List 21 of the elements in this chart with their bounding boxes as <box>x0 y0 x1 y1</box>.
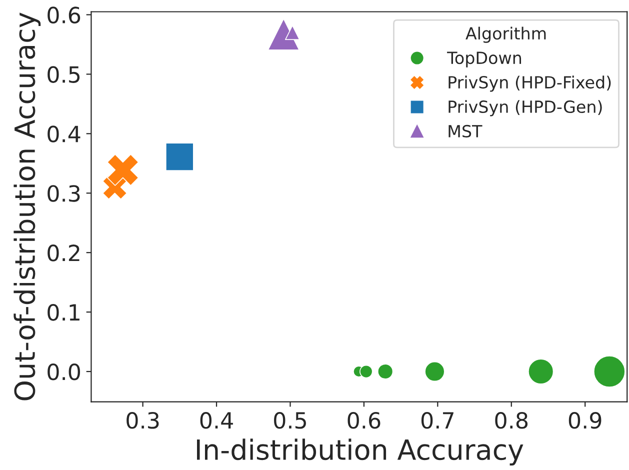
x-tick-label: 0.3 <box>126 412 159 429</box>
legend-label: PrivSyn (HPD-Gen) <box>448 100 602 116</box>
y-tick-label: 0.2 <box>48 244 80 262</box>
y-tick-label: 0.4 <box>48 126 80 142</box>
x-axis-title: In-distribution Accuracy <box>197 438 524 466</box>
y-tick-label: 0.5 <box>48 66 80 83</box>
legend-label: TopDown <box>447 52 522 68</box>
x-tick-label: 0.7 <box>421 412 454 429</box>
legend-label: MST <box>448 124 482 138</box>
x-tick-label: 0.6 <box>348 412 380 429</box>
y-axis-title: Out-of-distribution Accuracy <box>14 12 41 400</box>
legend-label: PrivSyn (HPD-Fixed) <box>448 76 611 92</box>
x-tick-label: 0.4 <box>200 412 233 429</box>
y-tick-label: 0.1 <box>48 304 80 321</box>
y-tick-label: 0.3 <box>48 185 80 202</box>
y-tick-label: 0.0 <box>48 363 80 380</box>
legend-title: Algorithm <box>466 26 546 43</box>
x-tick-label: 0.8 <box>495 412 528 429</box>
x-tick-label: 0.5 <box>274 412 306 429</box>
y-tick-label: 0.6 <box>48 6 80 24</box>
x-tick-label: 0.9 <box>568 412 602 429</box>
